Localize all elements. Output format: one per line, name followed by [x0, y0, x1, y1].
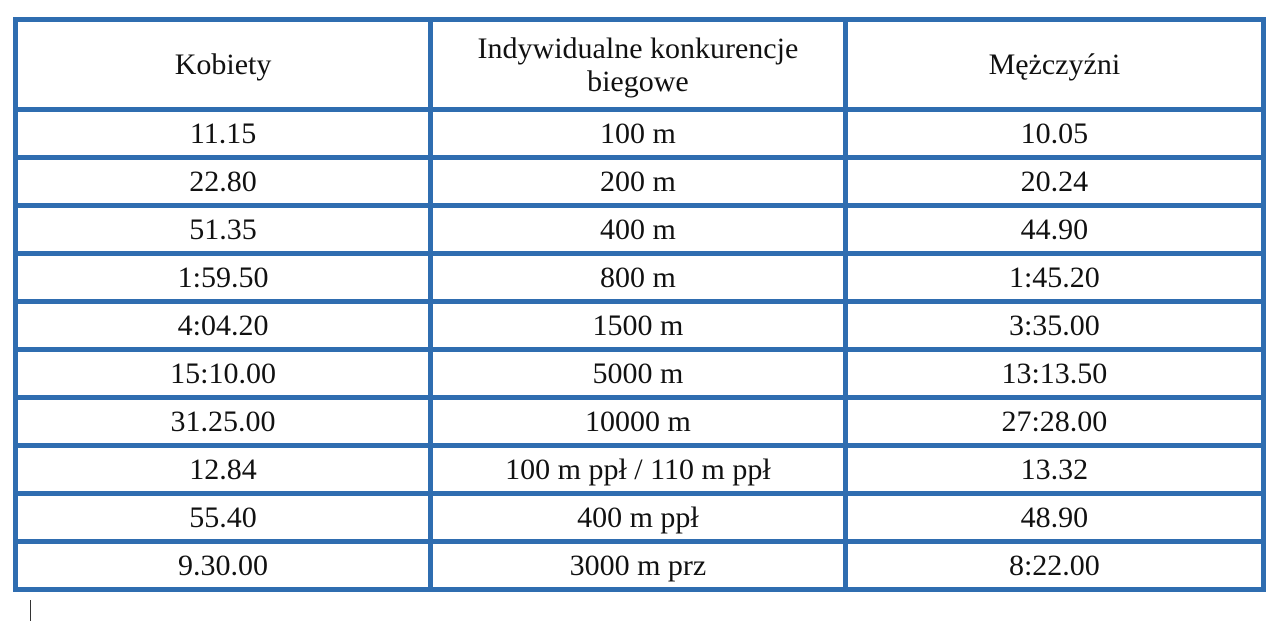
- cell-women-time: 12.84: [12, 443, 434, 496]
- cell-men-time: 48.90: [842, 491, 1267, 544]
- header-row: Kobiety Indywidualne konkurencje biegowe…: [12, 17, 1267, 112]
- cell-event: 1500 m: [428, 299, 848, 352]
- table-row: 4:04.20 1500 m 3:35.00: [12, 299, 1267, 352]
- cell-women-time: 9.30.00: [12, 539, 434, 592]
- cell-women-time: 1:59.50: [12, 251, 434, 304]
- header-women: Kobiety: [12, 17, 434, 112]
- cell-women-time: 15:10.00: [12, 347, 434, 400]
- cell-event: 400 m: [428, 203, 848, 256]
- cell-men-time: 20.24: [842, 155, 1267, 208]
- cell-event: 10000 m: [428, 395, 848, 448]
- cell-men-time: 27:28.00: [842, 395, 1267, 448]
- table-row: 1:59.50 800 m 1:45.20: [12, 251, 1267, 304]
- cell-men-time: 10.05: [842, 107, 1267, 160]
- cell-women-time: 31.25.00: [12, 395, 434, 448]
- cell-women-time: 11.15: [12, 107, 434, 160]
- table-row: 51.35 400 m 44.90: [12, 203, 1267, 256]
- cell-women-time: 55.40: [12, 491, 434, 544]
- cell-event: 400 m ppł: [428, 491, 848, 544]
- table-row: 22.80 200 m 20.24: [12, 155, 1267, 208]
- cell-event: 100 m ppł / 110 m ppł: [428, 443, 848, 496]
- cell-men-time: 13.32: [842, 443, 1267, 496]
- results-table: Kobiety Indywidualne konkurencje biegowe…: [12, 17, 1267, 592]
- header-men: Mężczyźni: [842, 17, 1267, 112]
- cell-women-time: 4:04.20: [12, 299, 434, 352]
- table-row: 55.40 400 m ppł 48.90: [12, 491, 1267, 544]
- cell-men-time: 13:13.50: [842, 347, 1267, 400]
- cell-men-time: 44.90: [842, 203, 1267, 256]
- cell-event: 5000 m: [428, 347, 848, 400]
- header-event: Indywidualne konkurencje biegowe: [428, 17, 848, 112]
- cell-event: 800 m: [428, 251, 848, 304]
- table-row: 12.84 100 m ppł / 110 m ppł 13.32: [12, 443, 1267, 496]
- text-cursor: [30, 600, 31, 621]
- cell-event: 3000 m prz: [428, 539, 848, 592]
- table-row: 9.30.00 3000 m prz 8:22.00: [12, 539, 1267, 592]
- cell-men-time: 3:35.00: [842, 299, 1267, 352]
- cell-women-time: 51.35: [12, 203, 434, 256]
- cell-men-time: 8:22.00: [842, 539, 1267, 592]
- cell-event: 100 m: [428, 107, 848, 160]
- cell-women-time: 22.80: [12, 155, 434, 208]
- table-row: 31.25.00 10000 m 27:28.00: [12, 395, 1267, 448]
- cell-event: 200 m: [428, 155, 848, 208]
- table-row: 15:10.00 5000 m 13:13.50: [12, 347, 1267, 400]
- cell-men-time: 1:45.20: [842, 251, 1267, 304]
- table-row: 11.15 100 m 10.05: [12, 107, 1267, 160]
